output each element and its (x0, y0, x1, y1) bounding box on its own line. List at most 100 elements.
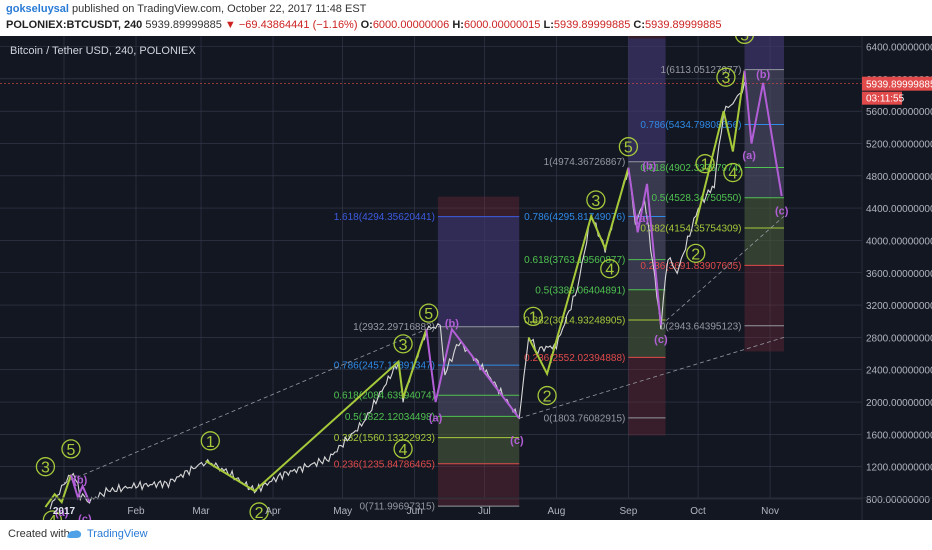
published-text: published on TradingView.com, October 22… (68, 3, 367, 15)
fib-level-label: 0.236(3691.83907605) (640, 261, 741, 272)
wave-label-circle (695, 154, 715, 174)
y-tick-label: 4000.00000000 (866, 236, 932, 247)
x-tick-label: Mar (192, 506, 210, 517)
symbol-label: POLONIEX:BTCUSDT, 240 (6, 19, 143, 31)
y-tick-label: 3200.00000000 (866, 301, 932, 312)
wave-label: 4 (605, 262, 614, 279)
created-with-text: Created with (8, 528, 70, 540)
close-value: 5939.89999885 (645, 19, 722, 31)
wave-label-circle (418, 303, 439, 323)
wave-label: (a) (742, 150, 756, 162)
wave-label: (c) (775, 206, 789, 218)
x-tick-label: Jul (478, 506, 491, 517)
author-link[interactable]: gokseluysal (6, 3, 69, 15)
fib-level-label: 0.786(4295.81749076) (524, 212, 625, 223)
wave-label: (c) (510, 435, 524, 447)
open-label: O: (360, 19, 373, 31)
x-tick-label: Feb (127, 506, 145, 517)
x-tick-label: May (333, 506, 352, 517)
wave-label-circle (586, 190, 606, 210)
fib-level-label: 0.5(1822.12034498) (345, 412, 435, 423)
chart-svg: 1(2932.29716882) 0.786(2457.12891347) 0.61… (0, 36, 932, 520)
wave-label: (b) (445, 318, 459, 330)
wave-label: 4 (728, 166, 737, 183)
fib-zone-box (628, 36, 666, 436)
x-tick-label: Oct (690, 506, 706, 517)
fib-level-label: 0.236(2552.02394888) (524, 353, 625, 364)
tradingview-logo-icon (67, 530, 82, 538)
high-label: H: (452, 19, 464, 31)
trend-line (63, 328, 427, 484)
fib-level-label: 0.5(3389.06404891) (535, 285, 625, 296)
axes: 6400.000000006000.000000005600.000000005… (0, 36, 932, 520)
close-label: C: (633, 19, 646, 31)
x-tick-label: 2017 (53, 506, 76, 517)
footer: Created with TradingView (0, 520, 932, 550)
y-tick-label: 4800.00000000 (866, 172, 932, 183)
wave-label-circle (523, 306, 543, 327)
wave-label: (a) (636, 213, 650, 225)
wave-label: 2 (543, 389, 552, 406)
wave-label: (b) (73, 475, 87, 487)
fib-zone-band (744, 36, 784, 70)
corrective-wave-path (627, 167, 662, 326)
wave-labels: 3 4 5 (a) (b) (c) 1 2 3 4 5 (a) (b) (c) 1 2 3 4 5 (a) (b) (c)… (35, 36, 789, 520)
corrective-wave-path (425, 326, 520, 419)
impulse-wave-path (694, 70, 746, 225)
wave-label: (c) (654, 334, 668, 346)
fib-level-label: 0.786(2457.12891347) (334, 361, 435, 372)
y-tick-label: 1600.00000000 (866, 430, 932, 441)
fib-level-label: 0.618(2084.63994074) (334, 391, 435, 402)
wave-label-circle (537, 385, 557, 406)
last-price: 5939.89999885 (145, 19, 222, 31)
x-tick-label: Jun (407, 506, 423, 517)
high-value: 6000.00000015 (463, 19, 541, 31)
fib-level-label: 1(4974.36726867) (544, 157, 626, 168)
fib-level-label: 0(1803.76082915) (544, 413, 626, 424)
tradingview-link[interactable]: TradingView (87, 528, 148, 540)
wave-label: 1 (701, 157, 710, 174)
chart-area[interactable]: 1(2932.29716882) 0.786(2457.12891347) 0.61… (0, 36, 932, 520)
corrective-wave-path (70, 474, 91, 503)
y-tick-label: 2800.00000000 (866, 333, 932, 344)
fib-level-label: 0(2943.64395123) (660, 321, 742, 332)
last-price-text: 5939.89999885 (866, 80, 932, 91)
wave-label: 3 (591, 193, 600, 210)
wave-label: 3 (399, 337, 408, 354)
y-tick-label: 800.00000000 (866, 495, 930, 506)
countdown-tag (862, 91, 902, 105)
wave-label: (c) (78, 513, 92, 520)
wave-label: 3 (41, 460, 50, 477)
y-tick-label: 5600.00000000 (866, 107, 932, 118)
x-tick-label: Apr (265, 506, 281, 517)
wave-label: (b) (642, 160, 656, 172)
corrective-wave-path (743, 70, 783, 197)
publish-line: gokseluysal published on TradingView.com… (6, 3, 366, 15)
fib-level-label: 1(2932.29716882) (353, 322, 435, 333)
wave-label: 4 (399, 442, 408, 459)
wave-label: 5 (740, 36, 749, 44)
fib-zone-box (437, 196, 520, 507)
countdown-text: 03:11:55 (866, 94, 905, 105)
publish-header: gokseluysal published on TradingView.com… (0, 0, 932, 36)
wave-label: (a) (55, 507, 69, 519)
wave-label-circle (686, 243, 706, 264)
fib-levels: 1(2932.29716882) 0.786(2457.12891347) 0.61… (0, 65, 862, 513)
impulse-wave-path (527, 167, 630, 377)
fib-zone-band (628, 161, 666, 290)
ohlc-line: POLONIEX:BTCUSDT, 240 5939.89999885 ▼ −6… (6, 19, 721, 31)
wave-label-circle (716, 67, 736, 87)
open-value: 6000.00000006 (372, 19, 450, 31)
wave-label: 1 (206, 434, 215, 451)
y-tick-label: 2000.00000000 (866, 398, 932, 409)
y-tick-label: 2400.00000000 (866, 366, 932, 377)
chart-title: Bitcoin / Tether USD, 240, POLONIEX (10, 45, 196, 57)
wave-label-circle (618, 137, 639, 157)
wave-label: 5 (424, 306, 433, 323)
wave-label: 1 (529, 309, 538, 326)
wave-label-circle (600, 259, 620, 279)
price-line (49, 81, 748, 510)
fib-level-label: 0.382(1560.13322923) (334, 433, 435, 444)
x-tick-label: Nov (761, 506, 779, 517)
y-tick-label: 6400.00000000 (866, 43, 932, 54)
